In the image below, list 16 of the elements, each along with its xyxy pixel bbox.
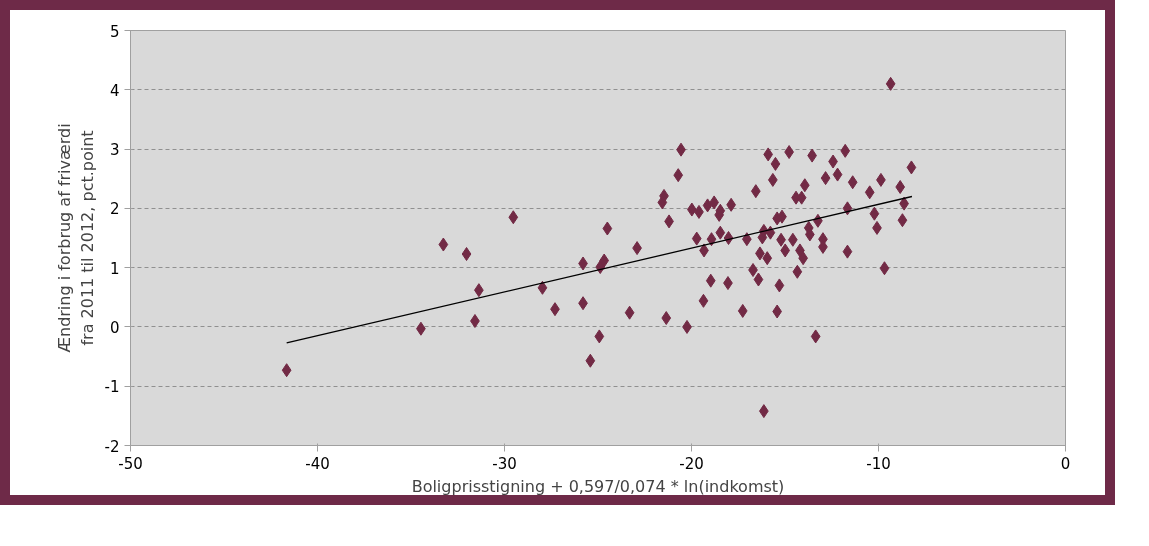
y-tick-label: 2 (109, 200, 120, 219)
x-tick-label: -50 (118, 454, 143, 473)
y-axis-title: Ændring i forbrug af friværdi fra 2011 til 2012, pct.point (54, 123, 97, 353)
x-axis-title: Boligprisstigning + 0,597/0,074 * ln(indkomst) (411, 476, 785, 496)
x-tick-label: -10 (866, 454, 891, 473)
x-tick-label: -20 (679, 454, 704, 473)
y-tick-label: 5 (109, 22, 120, 41)
y-tick-label: 1 (109, 259, 120, 278)
y-tick-label: 4 (109, 81, 120, 100)
x-tick-label: -30 (492, 454, 517, 473)
y-tick-label: -1 (104, 378, 120, 397)
x-tick-label: -40 (305, 454, 330, 473)
y-tick-label: -2 (104, 437, 120, 456)
x-tick-label: 0 (1060, 454, 1071, 473)
y-tick-label: 0 (109, 318, 120, 337)
y-tick-label: 3 (109, 141, 120, 160)
